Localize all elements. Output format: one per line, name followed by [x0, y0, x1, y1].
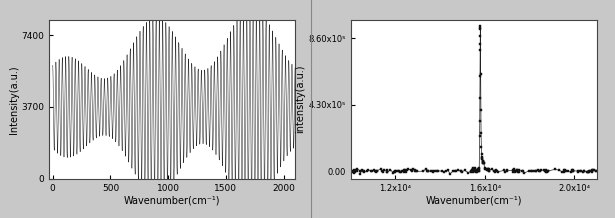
Y-axis label: intensity(a.u.): intensity(a.u.) [295, 65, 306, 133]
X-axis label: Wavenumber(cm⁻¹): Wavenumber(cm⁻¹) [426, 195, 522, 205]
Y-axis label: Intensity(a.u.): Intensity(a.u.) [9, 65, 18, 133]
X-axis label: Wavenumber(cm⁻¹): Wavenumber(cm⁻¹) [124, 195, 220, 205]
